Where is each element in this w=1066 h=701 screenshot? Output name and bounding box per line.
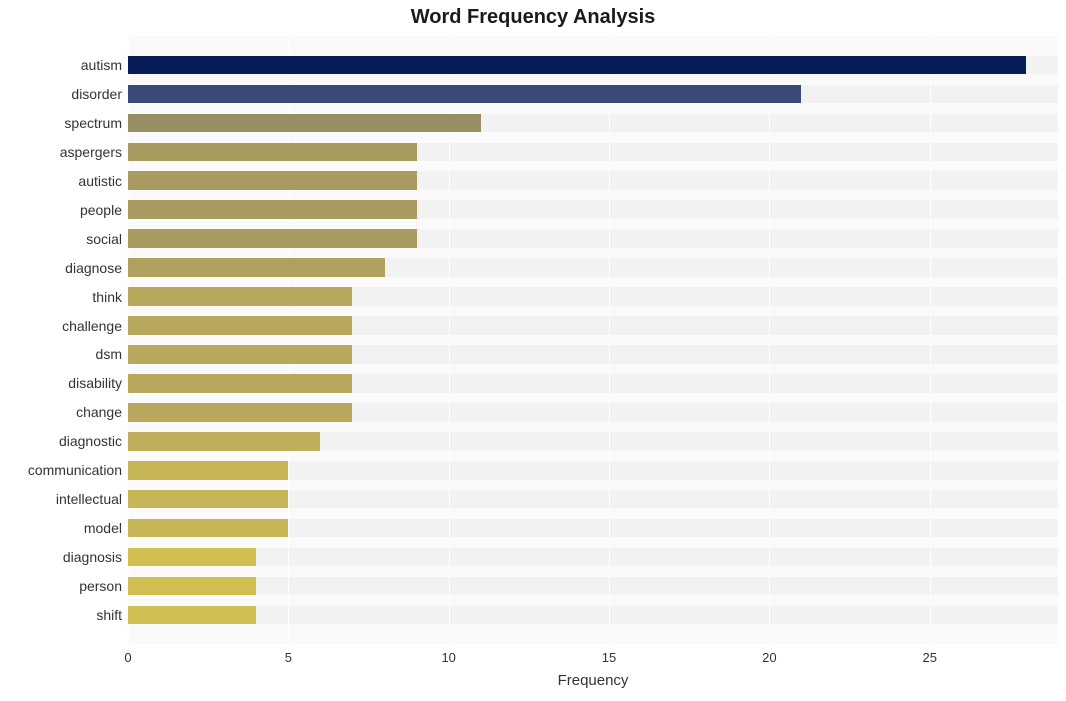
bar <box>128 258 385 277</box>
y-tick-label: spectrum <box>0 115 122 131</box>
row-band <box>128 606 1058 625</box>
row-band <box>128 577 1058 596</box>
bar <box>128 85 801 104</box>
bar <box>128 519 288 538</box>
grid-line <box>609 36 610 644</box>
bar <box>128 374 352 393</box>
bar <box>128 461 288 480</box>
x-tick-label: 10 <box>441 650 455 665</box>
x-tick-label: 0 <box>124 650 131 665</box>
x-tick-label: 15 <box>602 650 616 665</box>
bar <box>128 548 256 567</box>
bar <box>128 345 352 364</box>
y-tick-label: person <box>0 578 122 594</box>
y-tick-label: people <box>0 202 122 218</box>
bar <box>128 229 417 248</box>
bar <box>128 200 417 219</box>
bar <box>128 606 256 625</box>
y-tick-label: autism <box>0 57 122 73</box>
y-tick-label: diagnostic <box>0 433 122 449</box>
y-tick-label: disability <box>0 375 122 391</box>
x-tick-label: 5 <box>285 650 292 665</box>
y-tick-label: challenge <box>0 318 122 334</box>
bar <box>128 287 352 306</box>
y-tick-label: model <box>0 520 122 536</box>
bar <box>128 171 417 190</box>
bar <box>128 56 1026 75</box>
plot-area <box>128 36 1058 644</box>
y-tick-label: autistic <box>0 173 122 189</box>
bar <box>128 432 320 451</box>
grid-line <box>930 36 931 644</box>
y-tick-label: think <box>0 289 122 305</box>
y-tick-label: aspergers <box>0 144 122 160</box>
x-axis-label: Frequency <box>128 672 1058 689</box>
row-band <box>128 548 1058 567</box>
y-tick-label: intellectual <box>0 491 122 507</box>
y-tick-label: disorder <box>0 86 122 102</box>
y-tick-label: communication <box>0 462 122 478</box>
x-tick-label: 20 <box>762 650 776 665</box>
y-tick-label: diagnose <box>0 260 122 276</box>
bar <box>128 114 481 133</box>
y-tick-label: shift <box>0 607 122 623</box>
y-tick-label: change <box>0 404 122 420</box>
y-tick-label: dsm <box>0 346 122 362</box>
bar <box>128 490 288 509</box>
grid-line <box>769 36 770 644</box>
y-tick-label: social <box>0 231 122 247</box>
bar <box>128 316 352 335</box>
y-tick-label: diagnosis <box>0 549 122 565</box>
bar <box>128 577 256 596</box>
x-tick-label: 25 <box>922 650 936 665</box>
bar <box>128 403 352 422</box>
bar <box>128 143 417 162</box>
chart-container: Word Frequency Analysis Frequency 0 5 10 15… <box>0 0 1066 701</box>
chart-title: Word Frequency Analysis <box>0 6 1066 29</box>
